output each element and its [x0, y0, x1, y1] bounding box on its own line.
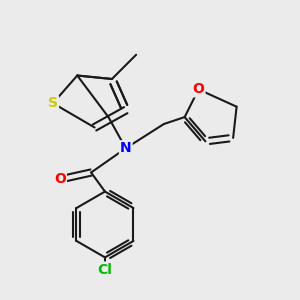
Text: Cl: Cl — [98, 262, 112, 277]
Text: O: O — [193, 82, 204, 96]
Text: O: O — [54, 172, 66, 186]
Text: N: N — [120, 141, 132, 155]
Text: S: S — [48, 96, 58, 110]
